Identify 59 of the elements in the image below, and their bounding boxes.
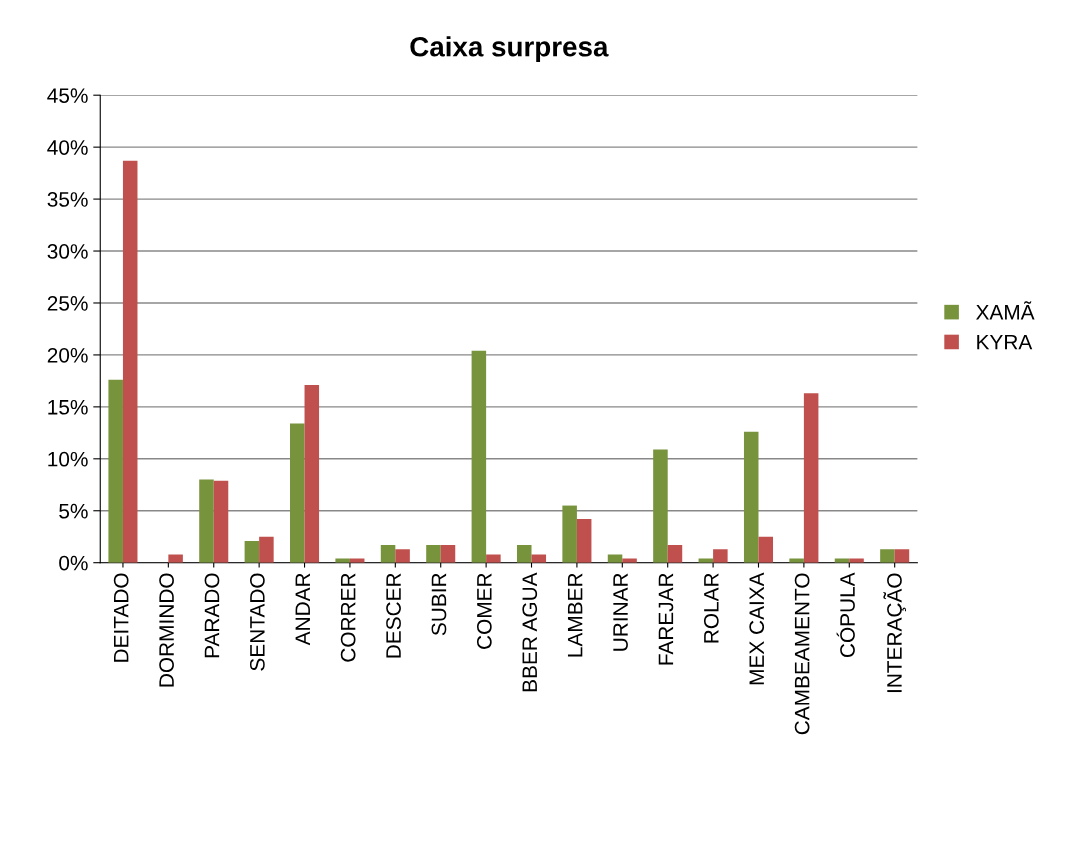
x-tick-label: LAMBER	[567, 573, 583, 657]
x-tick-label: SUBIR	[431, 573, 447, 636]
bar	[259, 536, 274, 563]
x-tick-label: ROLAR	[703, 573, 719, 643]
bar	[108, 379, 123, 563]
bar	[290, 423, 305, 563]
x-tick-label: CÓPULA	[836, 572, 855, 658]
legend-label: XAMÃ	[976, 301, 1035, 320]
y-tick-label: 10%	[48, 451, 88, 467]
bar	[880, 549, 895, 563]
bar	[304, 385, 320, 563]
y-tick-label: 25%	[47, 295, 88, 311]
bar	[758, 536, 774, 563]
x-tick-label: DORMINDO	[159, 573, 174, 687]
bar	[426, 545, 441, 563]
y-tick-label: 40%	[47, 140, 88, 155]
y-tick-label: 0%	[59, 555, 88, 571]
bar	[199, 479, 214, 563]
bar	[576, 519, 592, 563]
bar	[486, 554, 501, 563]
bar	[743, 431, 759, 563]
bar	[653, 449, 668, 563]
x-tick-label: DESCER	[386, 573, 401, 658]
x-tick-label: PARADO	[204, 573, 220, 658]
bar	[713, 549, 728, 563]
bar	[213, 480, 229, 563]
bar	[607, 554, 623, 563]
bar	[440, 545, 456, 563]
x-tick-label: ANDAR	[295, 573, 310, 646]
bar	[168, 554, 183, 563]
bar	[894, 549, 910, 563]
bar	[803, 393, 819, 563]
bar	[395, 549, 410, 563]
legend-label: KYRA	[977, 334, 1033, 350]
bar	[516, 545, 532, 563]
x-tick-label: FAREJAR	[658, 573, 674, 665]
chart-title: Caixa surpresa	[410, 36, 609, 63]
x-tick-label: INTERAÇÃO	[883, 573, 907, 693]
bar	[667, 545, 683, 563]
bar	[122, 160, 138, 563]
x-tick-label: URINAR	[613, 573, 628, 651]
x-tick-label: CORRER	[340, 573, 356, 662]
y-tick-label: 20%	[47, 347, 88, 363]
x-tick-label: CAMBEAMENTO	[794, 573, 810, 735]
bar	[531, 554, 547, 563]
bar	[471, 350, 487, 563]
y-tick-label: 15%	[48, 399, 88, 415]
bar	[562, 505, 577, 563]
y-tick-label: 30%	[47, 244, 88, 259]
y-tick-label: 5%	[59, 503, 88, 519]
bar	[380, 545, 396, 563]
y-tick-label: 45%	[47, 88, 88, 103]
x-tick-label: SENTADO	[249, 573, 265, 671]
y-tick-label: 35%	[47, 192, 88, 207]
x-tick-label: BBER AGUA	[522, 572, 538, 692]
x-tick-label: MEX CAIXA	[749, 572, 765, 685]
x-tick-label: DEITADO	[113, 573, 129, 662]
bar	[244, 540, 260, 563]
x-tick-label: COMER	[476, 573, 492, 649]
